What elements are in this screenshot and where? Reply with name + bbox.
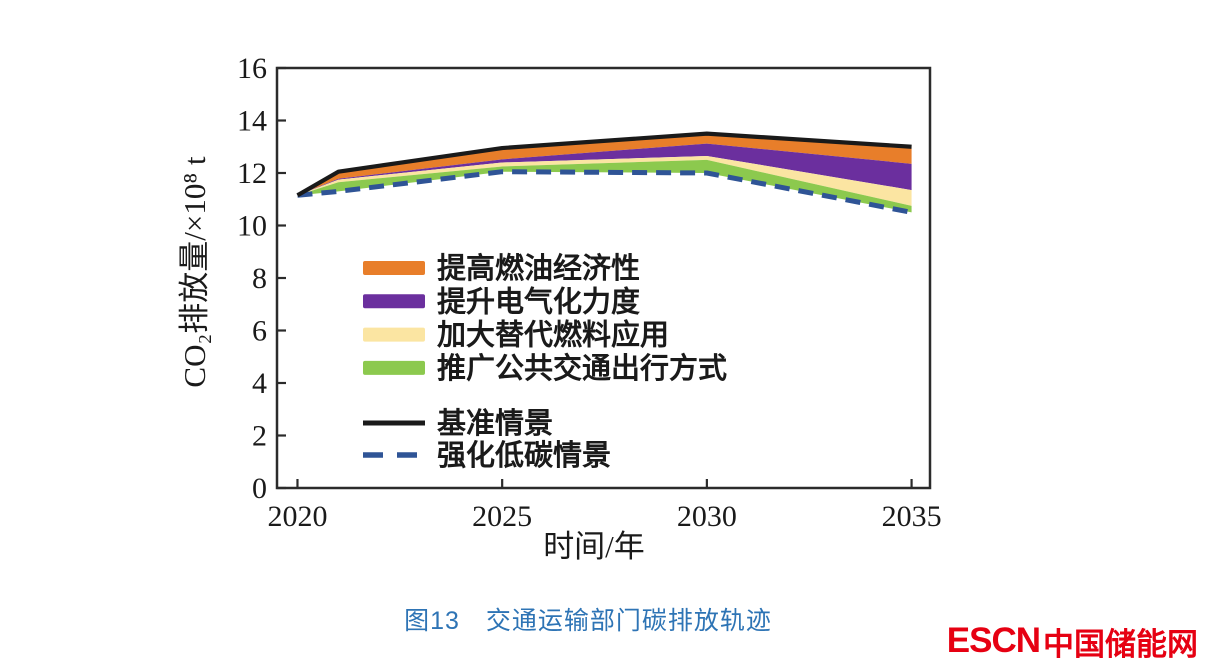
y-tick-label: 0 [252, 472, 267, 505]
y-tick-label: 8 [252, 262, 267, 295]
legend-label: 提升电气化力度 [437, 285, 640, 318]
y-tick-label: 16 [237, 52, 267, 85]
escn-logo: ESCN 中国储能网 [946, 621, 1198, 662]
legend-label: 推广公共交通出行方式 [437, 351, 727, 385]
band-area [297, 159, 912, 213]
baseline-scenario-line [296, 131, 912, 198]
y-tick-label: 12 [237, 157, 267, 190]
legend-label: 基准情景 [437, 407, 553, 440]
axes: 0 2 4 6 8 10 12 14 16 2020 2025 2030 2035 [237, 52, 942, 533]
escn-logo-cjk: 中国储能网 [1043, 626, 1198, 662]
scenario-lines [296, 131, 913, 215]
legend-swatch [363, 327, 425, 342]
escn-logo-latin: ESCN [946, 621, 1041, 660]
band-area [297, 143, 912, 196]
band-area [297, 133, 912, 196]
legend-swatch [363, 360, 425, 375]
y-axis-label: CO₂排放量/×10⁸ t [177, 156, 212, 388]
y-tick-label: 4 [252, 367, 267, 400]
x-tick-label: 2025 [472, 500, 532, 533]
x-tick-label: 2035 [882, 500, 942, 533]
y-tick-label: 2 [252, 420, 267, 453]
stacked-bands [297, 133, 912, 213]
x-tick-label: 2020 [267, 500, 327, 533]
y-tick-label: 10 [237, 210, 267, 243]
legend-label: 提高燃油经济性 [437, 251, 640, 285]
legend-label: 强化低碳情景 [437, 439, 611, 472]
legend-swatch [363, 294, 425, 309]
band-area [297, 155, 912, 206]
co2-emissions-chart: 0 2 4 6 8 10 12 14 16 2020 2025 2030 2035 提高燃油经济性提升电… [177, 52, 942, 564]
legend-swatch [363, 261, 425, 275]
legend-label: 加大替代燃料应用 [437, 318, 669, 352]
y-tick-label: 14 [237, 105, 267, 138]
x-tick-label: 2030 [677, 500, 737, 533]
y-tick-label: 6 [252, 315, 267, 348]
low-carbon-scenario-line [297, 169, 913, 215]
figure-caption: 图13 交通运输部门碳排放轨迹 [404, 607, 772, 635]
x-axis-label: 时间/年 [543, 529, 645, 564]
legend: 提高燃油经济性提升电气化力度加大替代燃料应用推广公共交通出行方式基准情景强化低碳… [363, 251, 727, 472]
